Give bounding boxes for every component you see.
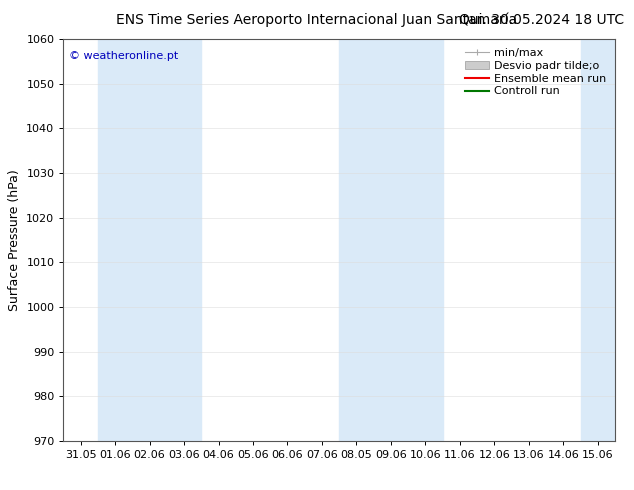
Bar [98,39,202,441]
Legend: min/max, Desvio padr tilde;o, Ensemble mean run, Controll run: min/max, Desvio padr tilde;o, Ensemble m… [462,45,609,100]
Text: Qui. 30.05.2024 18 UTC: Qui. 30.05.2024 18 UTC [460,12,624,26]
Text: © weatheronline.pt: © weatheronline.pt [69,51,178,61]
Bar [581,39,615,441]
Y-axis label: Surface Pressure (hPa): Surface Pressure (hPa) [8,169,21,311]
Text: ENS Time Series Aeroporto Internacional Juan Santamaría: ENS Time Series Aeroporto Internacional … [117,12,517,27]
Bar [339,39,443,441]
